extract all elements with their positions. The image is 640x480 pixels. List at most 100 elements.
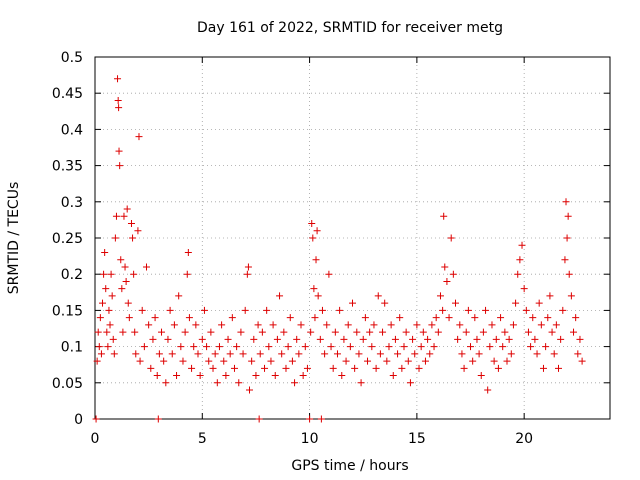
data-point (564, 212, 572, 220)
data-point (160, 357, 168, 365)
data-point (104, 343, 112, 351)
data-point (505, 335, 513, 343)
data-point (557, 335, 565, 343)
data-point (385, 343, 393, 351)
data-point (475, 350, 483, 358)
data-point (430, 343, 438, 351)
data-point (135, 133, 143, 141)
data-point (100, 270, 108, 278)
data-point (452, 299, 459, 307)
data-point (115, 147, 123, 155)
data-point (456, 321, 464, 329)
data-point (436, 292, 444, 300)
data-point (351, 364, 359, 372)
data-point (127, 220, 135, 228)
data-point (426, 350, 434, 358)
data-point (164, 335, 172, 343)
data-point (488, 321, 496, 329)
data-point (185, 314, 193, 322)
data-point (565, 270, 573, 278)
data-point (124, 299, 132, 307)
data-point (271, 372, 279, 380)
data-point (218, 321, 226, 329)
data-point (507, 350, 515, 358)
data-point (563, 234, 571, 242)
data-point (516, 256, 524, 264)
data-point (327, 343, 335, 351)
data-point (383, 357, 391, 365)
data-point (501, 328, 509, 336)
data-point (121, 263, 129, 271)
data-point (548, 328, 556, 336)
x-tick-label: 0 (91, 431, 100, 447)
data-points (92, 75, 586, 423)
data-point (233, 343, 241, 351)
data-point (447, 234, 455, 242)
data-point (184, 248, 192, 256)
data-point (372, 364, 380, 372)
data-point (317, 415, 325, 423)
data-point (454, 335, 462, 343)
data-point (222, 372, 230, 380)
data-point (173, 372, 181, 380)
data-point (310, 285, 318, 293)
data-point (109, 335, 117, 343)
data-point (301, 343, 309, 351)
data-point (497, 314, 505, 322)
data-point (211, 350, 219, 358)
data-point (297, 321, 305, 329)
data-point (291, 379, 299, 387)
data-point (203, 343, 211, 351)
data-point (111, 234, 119, 242)
data-point (95, 343, 103, 351)
data-point (162, 379, 170, 387)
data-point (117, 256, 125, 264)
data-point (336, 306, 344, 314)
y-tick-label: 0.3 (61, 195, 83, 211)
data-point (213, 379, 221, 387)
data-point (391, 335, 399, 343)
data-point (578, 357, 586, 365)
data-point (286, 314, 294, 322)
data-point (256, 350, 264, 358)
data-point (381, 299, 389, 307)
data-point (278, 350, 286, 358)
data-point (129, 234, 137, 242)
data-point (155, 350, 163, 358)
data-point (120, 212, 128, 220)
data-point (265, 343, 273, 351)
data-point (400, 343, 408, 351)
data-point (122, 277, 130, 285)
data-point (486, 343, 494, 351)
data-point (576, 335, 584, 343)
data-point (467, 343, 475, 351)
data-point (306, 415, 314, 423)
data-point (158, 328, 166, 336)
data-point (434, 328, 442, 336)
data-point (134, 227, 142, 235)
data-point (471, 314, 479, 322)
data-point (439, 306, 447, 314)
data-point (346, 343, 354, 351)
data-point (280, 328, 288, 336)
data-point (374, 292, 382, 300)
data-point (118, 285, 126, 293)
data-point (417, 343, 425, 351)
data-point (190, 343, 198, 351)
data-point (321, 350, 329, 358)
data-point (473, 335, 481, 343)
data-point (153, 372, 161, 380)
data-point (282, 364, 290, 372)
data-point (396, 314, 404, 322)
data-point (228, 314, 236, 322)
data-point (151, 314, 159, 322)
data-point (235, 379, 243, 387)
data-point (205, 357, 213, 365)
data-point (409, 335, 417, 343)
data-point (368, 343, 376, 351)
data-point (106, 321, 114, 329)
data-point (115, 104, 123, 112)
data-point (406, 379, 414, 387)
data-point (340, 335, 348, 343)
data-point (192, 321, 200, 329)
